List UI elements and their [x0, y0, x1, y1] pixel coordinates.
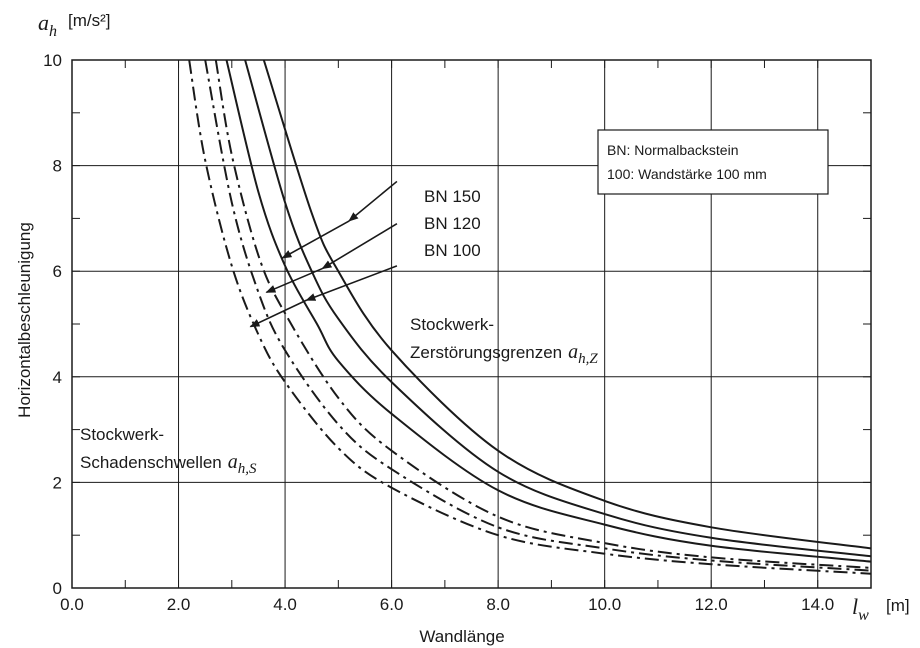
x-tick-label: 8.0	[486, 595, 510, 614]
x-axis-symbol: lw	[852, 594, 869, 624]
legend-box-frame	[597, 129, 829, 195]
arrows	[249, 180, 398, 328]
arrow-dashdot-3	[249, 299, 307, 328]
arrow-label-bn120: BN 120	[424, 214, 481, 233]
y-tick-label: 10	[43, 51, 62, 70]
series-line-schaden-4	[214, 60, 871, 569]
x-tick-label: 6.0	[380, 595, 404, 614]
y-tick-label: 8	[53, 157, 62, 176]
x-tick-label: 0.0	[60, 595, 84, 614]
x-tick-labels: 0.0 2.0 4.0 6.0 8.0 10.0 12.0 14.0	[60, 595, 834, 614]
schaden-label-line1: Stockwerk-	[80, 425, 164, 444]
y-tick-label: 4	[53, 368, 62, 387]
arrow-solid-1	[348, 180, 398, 222]
x-tick-label: 14.0	[801, 595, 834, 614]
y-axis-symbol: ah	[38, 10, 57, 40]
series-line-zerstoerung-3	[225, 60, 871, 563]
y-axis-label: Horizontalbeschleunigung	[15, 222, 34, 418]
zerstoerung-label-line1: Stockwerk-	[410, 315, 494, 334]
y-tick-labels: 0 2 4 6 8 10	[43, 51, 62, 598]
arrow-dashdot-2	[265, 267, 323, 294]
y-tick-label: 6	[53, 262, 62, 281]
y-axis-unit: [m/s²]	[68, 11, 111, 30]
arrow-solid-2	[321, 222, 398, 270]
x-tick-label: 10.0	[588, 595, 621, 614]
y-tick-label: 2	[53, 473, 62, 492]
series-line-schaden-5	[204, 60, 871, 572]
arrow-solid-3	[305, 265, 398, 301]
arrow-label-bn100: BN 100	[424, 241, 481, 260]
legend-line-1: BN: Normalbackstein	[607, 142, 739, 158]
zerstoerung-label-line2: Zerstörungsgrenzen ah,Z	[410, 341, 598, 367]
legend-box: BN: Normalbackstein 100: Wandstärke 100 …	[597, 129, 829, 195]
curves	[188, 60, 871, 575]
ticks	[72, 60, 871, 588]
x-tick-label: 4.0	[273, 595, 297, 614]
y-tick-label: 0	[53, 579, 62, 598]
x-tick-label: 12.0	[695, 595, 728, 614]
series-line-zerstoerung-1	[262, 60, 871, 550]
x-axis-label: Wandlänge	[419, 627, 504, 646]
x-tick-label: 2.0	[167, 595, 191, 614]
schaden-label-line2: Schadenschwellen ah,S	[80, 451, 257, 477]
arrow-label-bn150: BN 150	[424, 187, 481, 206]
legend-line-2: 100: Wandstärke 100 mm	[607, 166, 767, 182]
arrow-dashdot-1	[281, 220, 350, 259]
series-line-zerstoerung-2	[244, 60, 871, 558]
x-axis-unit: [m]	[886, 596, 910, 615]
series-line-schaden-6	[188, 60, 871, 575]
